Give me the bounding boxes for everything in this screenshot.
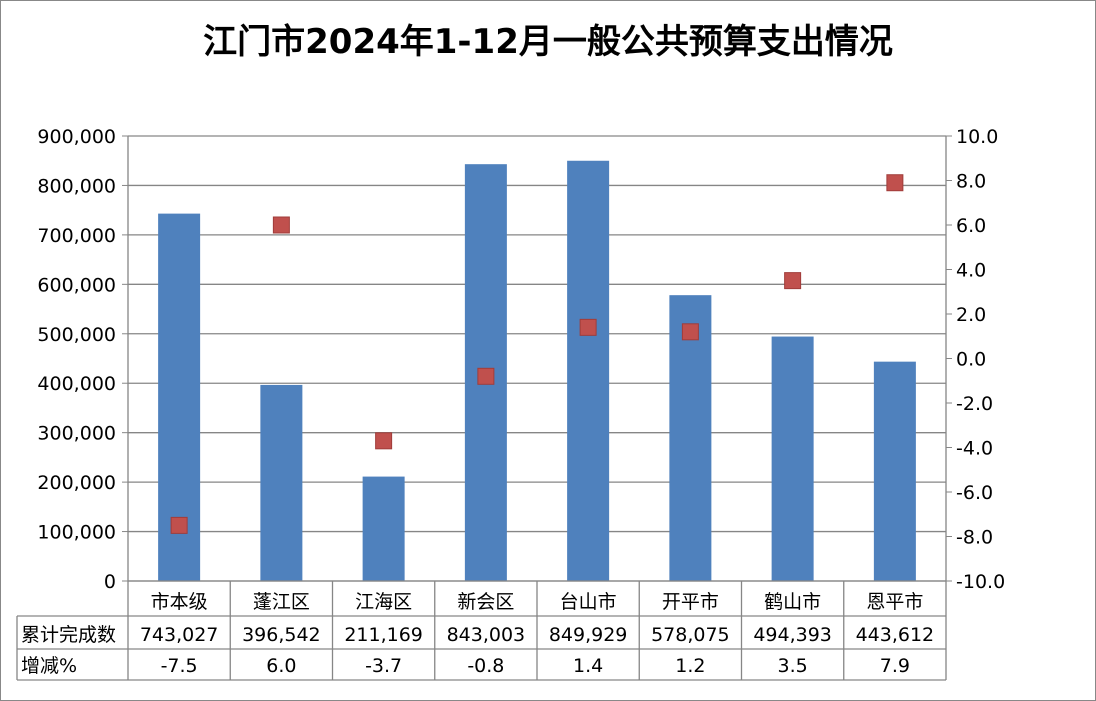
y2-tick-label: 2.0 bbox=[956, 304, 986, 326]
marker-台山市 bbox=[579, 318, 597, 336]
marker-蓬江区 bbox=[272, 216, 290, 234]
category-label: 开平市 bbox=[662, 591, 719, 613]
bar-恩平市 bbox=[873, 361, 916, 581]
table-row-header-value: 累计完成数 bbox=[21, 624, 116, 646]
y2-tick-label: -10.0 bbox=[956, 571, 1005, 593]
y-tick-label: 800,000 bbox=[37, 175, 116, 197]
y-tick-label: 300,000 bbox=[37, 423, 116, 445]
category-label: 台山市 bbox=[560, 591, 617, 613]
y2-tick-label: 6.0 bbox=[956, 215, 986, 237]
table-cell-value: 494,393 bbox=[753, 624, 832, 646]
table-row-header-change: 增减% bbox=[21, 655, 77, 677]
y2-tick-label: -2.0 bbox=[956, 393, 993, 415]
marker-江海区 bbox=[375, 432, 393, 450]
table-cell-value: 843,003 bbox=[447, 624, 526, 646]
y-tick-label: 900,000 bbox=[37, 126, 116, 148]
y2-tick-label: 0.0 bbox=[956, 349, 986, 371]
table-cell-change: 3.5 bbox=[778, 655, 808, 677]
bar-鹤山市 bbox=[771, 336, 814, 581]
table-cell-value: 743,027 bbox=[140, 624, 219, 646]
category-label: 鹤山市 bbox=[764, 591, 821, 613]
y2-tick-label: 8.0 bbox=[956, 171, 986, 193]
chart-title: 江门市2024年1-12月一般公共预算支出情况 bbox=[203, 22, 893, 62]
category-label: 市本级 bbox=[151, 591, 208, 613]
bar-蓬江区 bbox=[260, 384, 303, 581]
category-label: 恩平市 bbox=[866, 591, 923, 613]
y-tick-label: 500,000 bbox=[37, 324, 116, 346]
table-cell-value: 211,169 bbox=[344, 624, 423, 646]
table-cell-change: -3.7 bbox=[365, 655, 402, 677]
table-cell-change: 7.9 bbox=[880, 655, 910, 677]
table-cell-change: -0.8 bbox=[467, 655, 504, 677]
y2-tick-label: 10.0 bbox=[956, 126, 998, 148]
category-label: 蓬江区 bbox=[253, 591, 310, 613]
table-cell-change: 1.4 bbox=[573, 655, 603, 677]
marker-恩平市 bbox=[886, 174, 904, 192]
table-cell-change: 1.2 bbox=[675, 655, 705, 677]
bar-台山市 bbox=[567, 160, 610, 581]
marker-鹤山市 bbox=[784, 272, 802, 290]
y2-tick-label: -4.0 bbox=[956, 438, 993, 460]
table-cell-value: 849,929 bbox=[549, 624, 628, 646]
marker-新会区 bbox=[477, 367, 495, 385]
y-tick-label: 0 bbox=[104, 571, 116, 593]
y-tick-label: 600,000 bbox=[37, 274, 116, 296]
bar-江海区 bbox=[362, 476, 405, 581]
table-cell-change: -7.5 bbox=[161, 655, 198, 677]
table-cell-value: 443,612 bbox=[856, 624, 935, 646]
marker-开平市 bbox=[681, 323, 699, 341]
y-tick-label: 200,000 bbox=[37, 472, 116, 494]
y2-tick-label: 4.0 bbox=[956, 260, 986, 282]
y2-tick-label: -6.0 bbox=[956, 482, 993, 504]
y2-tick-label: -8.0 bbox=[956, 527, 993, 549]
y-tick-label: 400,000 bbox=[37, 373, 116, 395]
category-label: 新会区 bbox=[457, 591, 514, 613]
marker-市本级 bbox=[170, 516, 188, 534]
table-cell-value: 578,075 bbox=[651, 624, 730, 646]
category-label: 江海区 bbox=[355, 591, 412, 613]
table-cell-value: 396,542 bbox=[242, 624, 321, 646]
bar-开平市 bbox=[669, 295, 712, 581]
table-cell-change: 6.0 bbox=[266, 655, 296, 677]
y-tick-label: 700,000 bbox=[37, 225, 116, 247]
y-tick-label: 100,000 bbox=[37, 522, 116, 544]
